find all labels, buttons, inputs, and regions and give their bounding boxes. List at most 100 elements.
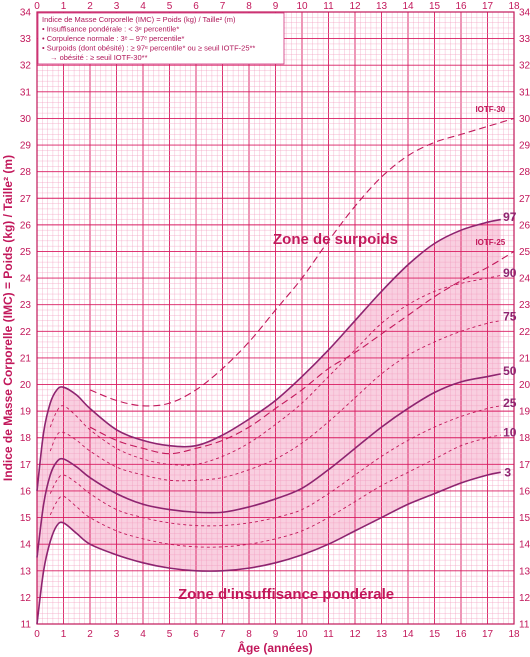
y-tick-label-right: 14 (519, 540, 530, 551)
y-tick-label-right: 21 (519, 353, 530, 364)
curve-97 (36, 218, 501, 492)
y-tick-label-left: 20 (20, 380, 32, 391)
x-tick-label-top: 14 (402, 1, 414, 12)
legend-line-overweight: • Surpoids (dont obésité) : ≥ 97ᵉ percen… (42, 44, 255, 53)
x-tick-label-top: 10 (296, 1, 308, 12)
x-tick-label-top: 6 (193, 1, 199, 12)
plot-frame (36, 11, 515, 625)
y-tick-label-right: 30 (519, 114, 530, 125)
legend: Indice de Masse Corporelle (IMC) = Poids… (37, 12, 285, 65)
y-tick-label-right: 28 (519, 167, 530, 178)
y-tick-label-right: 16 (519, 486, 530, 497)
y-tick-label-left: 25 (20, 247, 32, 258)
y-tick-label-left: 30 (20, 114, 32, 125)
y-tick-label-left: 18 (20, 433, 32, 444)
y-tick-label-right: 26 (519, 220, 530, 231)
x-tick-label-top: 13 (376, 1, 388, 12)
y-tick-label-left: 24 (20, 274, 32, 285)
y-tick-label-left: 12 (20, 593, 32, 604)
y-tick-label-right: 20 (519, 380, 530, 391)
x-tick-label-bottom: 17 (482, 629, 494, 640)
curve-label-50: 50 (503, 364, 517, 378)
percentile-curves (36, 117, 515, 625)
y-tick-label-right: 27 (519, 194, 530, 205)
y-tick-label-right: 25 (519, 247, 530, 258)
x-tick-label-bottom: 9 (273, 629, 279, 640)
y-tick-label-right: 15 (519, 513, 530, 524)
y-tick-label-right: 31 (519, 87, 530, 98)
x-tick-label-top: 1 (61, 1, 67, 12)
y-tick-label-right: 33 (519, 34, 530, 45)
y-tick-label-right: 12 (519, 593, 530, 604)
curve-label-iotf-30: IOTF-30 (475, 105, 505, 114)
x-tick-label-top: 12 (349, 1, 361, 12)
curve-label-75: 75 (503, 310, 517, 324)
x-tick-label-bottom: 10 (296, 629, 308, 640)
curve-iotf-30 (89, 117, 515, 407)
y-tick-label-left: 34 (20, 8, 32, 19)
curve-label-97: 97 (503, 210, 517, 224)
x-tick-label-top: 7 (220, 1, 226, 12)
x-tick-label-top: 2 (87, 1, 93, 12)
x-tick-label-bottom: 2 (87, 629, 93, 640)
x-tick-label-bottom: 7 (220, 629, 226, 640)
x-tick-label-bottom: 1 (61, 629, 67, 640)
x-tick-label-top: 17 (482, 1, 494, 12)
curve-75 (49, 320, 501, 482)
x-tick-label-top: 0 (34, 1, 40, 12)
curve-label-3: 3 (504, 465, 511, 479)
legend-title: Indice de Masse Corporelle (IMC) = Poids… (42, 15, 236, 24)
x-tick-label-top: 5 (167, 1, 173, 12)
x-tick-label-top: 16 (455, 1, 467, 12)
y-tick-label-left: 32 (20, 61, 32, 72)
zone-surpoids-label: Zone de surpoids (273, 231, 398, 248)
y-tick-label-right: 17 (519, 460, 530, 471)
x-tick-label-top: 8 (246, 1, 252, 12)
x-tick-label-bottom: 3 (114, 629, 120, 640)
y-tick-label-left: 27 (20, 194, 32, 205)
x-tick-label-bottom: 4 (140, 629, 146, 640)
y-tick-label-right: 18 (519, 433, 530, 444)
x-tick-label-bottom: 13 (376, 629, 388, 640)
x-tick-label-bottom: 16 (455, 629, 467, 640)
curve-90 (49, 274, 501, 466)
y-tick-label-right: 11 (519, 620, 530, 631)
y-tick-label-right: 23 (519, 300, 530, 311)
y-tick-label-left: 21 (20, 353, 32, 364)
x-tick-label-bottom: 8 (246, 629, 252, 640)
x-tick-label-bottom: 14 (402, 629, 414, 640)
x-tick-label-bottom: 5 (167, 629, 173, 640)
legend-line-underweight: • Insuffisance pondérale : < 3ᵉ percenti… (42, 25, 179, 34)
x-tick-label-top: 15 (429, 1, 441, 12)
curve-3 (36, 471, 501, 625)
legend-line-normal: • Corpulence normale : 3ᵉ – 97ᵉ percenti… (42, 34, 185, 43)
x-tick-label-top: 11 (323, 1, 334, 12)
curve-10 (49, 434, 501, 548)
y-tick-label-left: 26 (20, 220, 32, 231)
x-tick-label-bottom: 11 (323, 629, 334, 640)
tick-labels: 0011223344556677889910101111121213131414… (20, 1, 530, 640)
y-tick-label-left: 13 (20, 566, 32, 577)
legend-box (37, 12, 285, 65)
legend-line-obesity: → obésité : ≥ seuil IOTF-30** (50, 53, 148, 62)
y-tick-label-right: 24 (519, 274, 530, 285)
curve-labels: 3 10 25 50 75 90 97 IOTF-25 IOTF-30 (475, 105, 516, 480)
x-axis-title: Âge (années) (237, 640, 312, 655)
curve-label-10: 10 (503, 425, 517, 439)
y-tick-label-right: 32 (519, 61, 530, 72)
y-tick-label-left: 28 (20, 167, 32, 178)
curve-25 (49, 405, 501, 527)
curve-label-25: 25 (503, 396, 517, 410)
y-axis-title: Indice de Masse Corporelle (IMC) = Poids… (1, 155, 15, 481)
y-tick-label-left: 17 (20, 460, 32, 471)
y-tick-label-left: 11 (21, 620, 32, 631)
curve-label-90: 90 (503, 266, 517, 280)
grid (36, 11, 515, 625)
y-tick-label-left: 33 (20, 34, 32, 45)
x-tick-label-top: 3 (114, 1, 120, 12)
curve-iotf-25 (89, 251, 515, 455)
y-tick-label-left: 29 (20, 141, 32, 152)
x-tick-label-top: 18 (508, 1, 520, 12)
y-tick-label-left: 15 (20, 513, 32, 524)
y-tick-label-right: 19 (519, 407, 530, 418)
